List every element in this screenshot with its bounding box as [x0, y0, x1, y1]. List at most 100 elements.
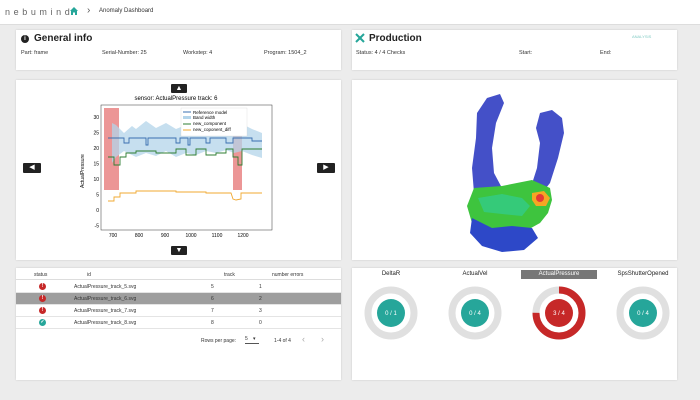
table-cell-errors: 1: [259, 284, 262, 290]
dropdown-arrow-icon: ▾: [253, 336, 256, 342]
table-row[interactable]: ! ActualPressure_track_7.svg 7 3: [16, 305, 341, 317]
y-tick-label: 5: [96, 193, 99, 199]
table-cell-errors: 3: [259, 308, 262, 314]
gauge-track: [448, 286, 502, 340]
gauge-label[interactable]: DeltaR: [381, 271, 401, 277]
new-component-diff-line: [108, 190, 262, 202]
y-tick-label: 10: [93, 177, 99, 183]
column-header[interactable]: id: [87, 272, 91, 278]
column-header[interactable]: number errors: [272, 272, 304, 278]
y-tick-label: 15: [93, 162, 99, 168]
x-tick-label: 1200: [237, 233, 248, 239]
gauge-center: [629, 299, 657, 327]
gauge-center: [377, 299, 405, 327]
column-header[interactable]: status: [34, 272, 48, 278]
gauge-value: 0 / 4: [469, 311, 481, 317]
gauge-label[interactable]: ActualPressure: [521, 270, 597, 279]
checks-card: DeltaR 0 / 1 ActualVel 0 / 4 ActualPressure 3…: [352, 268, 677, 380]
next-button[interactable]: ▶: [317, 163, 335, 173]
pressure-chart: sensor: ActualPressure track: 6 Referenc…: [80, 96, 273, 239]
check-gauge[interactable]: 0 / 1: [361, 283, 421, 343]
x-tick-label: 900: [161, 233, 170, 239]
error-icon: !: [39, 295, 46, 302]
production-card: Production ANALYSIS Status: 4 / 4 Checks…: [352, 30, 677, 70]
y-axis-label: ActualPressure: [80, 154, 86, 188]
gauge-fill: [532, 286, 586, 340]
production-icon: [355, 33, 365, 43]
table-cell-track: 7: [211, 308, 214, 314]
legend-label: new_coponent_diff: [193, 127, 231, 132]
base-highlight: [478, 194, 530, 216]
x-tick-label: 1000: [185, 233, 196, 239]
table-cell-track: 5: [211, 284, 214, 290]
table-cell-id: ActualPressure_track_5.svg: [74, 284, 137, 290]
plot-frame: [100, 104, 273, 231]
check-gauge[interactable]: 3 / 4: [529, 283, 589, 343]
chevron-right-icon: ›: [87, 5, 91, 16]
new-component-line: [108, 148, 262, 166]
general-info-card: i General info Part: frame Serial-Number…: [16, 30, 341, 70]
table-cell-id: ActualPressure_track_7.svg: [74, 308, 137, 314]
y-tick-label: -5: [95, 224, 100, 230]
app-logo: nebumind: [5, 7, 74, 17]
table-cell-id: ActualPressure_track_6.svg: [74, 296, 137, 302]
top-bar: nebumind › Anomaly Dashboard: [0, 0, 700, 25]
table-cell-errors: 2: [259, 296, 262, 302]
card-title: General info: [34, 33, 93, 44]
x-tick-label: 1100: [212, 233, 223, 239]
base-lower: [470, 218, 538, 252]
table-cell-errors: 0: [259, 320, 262, 326]
y-tick-label: 30: [93, 115, 99, 121]
gauge-track: [616, 286, 670, 340]
chevron-right-icon[interactable]: ›: [321, 334, 324, 344]
column-header[interactable]: track: [224, 272, 235, 278]
check-gauge[interactable]: 0 / 4: [445, 283, 505, 343]
y-tick-label: 20: [93, 146, 99, 152]
check-gauge[interactable]: 0 / 4: [613, 283, 673, 343]
rows-per-page-label: Rows per page:: [201, 338, 237, 344]
error-icon: !: [39, 307, 46, 314]
x-ticks: 700 800 900 1000 1100 1200: [109, 233, 249, 239]
table-row[interactable]: ! ActualPressure_track_5.svg 5 1: [16, 281, 341, 293]
table-cell-track: 8: [211, 320, 214, 326]
y-ticks: 30 25 20 15 10 5 0 -5: [93, 115, 99, 230]
start-label: Start:: [519, 50, 533, 56]
errors-table-card: status id track number errors! ActualPressur…: [16, 268, 341, 380]
chevron-left-icon[interactable]: ‹: [302, 334, 305, 344]
table-row[interactable]: ✓ ActualPressure_track_8.svg 8 0: [16, 317, 341, 329]
previous-button[interactable]: ◀: [23, 163, 41, 173]
y-tick-label: 25: [93, 131, 99, 137]
reference-model-line: [108, 137, 262, 146]
gauge-value: 3 / 4: [553, 311, 565, 317]
x-tick-label: 700: [109, 233, 118, 239]
serial-label: Serial-Number: 25: [102, 50, 147, 56]
table-cell-track: 6: [211, 296, 214, 302]
chart-card: ▲ ◀ ▶ ▼ sensor: ActualPressure track: 6 …: [16, 80, 341, 260]
chart-legend: Reference model Band width new_component…: [180, 107, 248, 137]
right-arm: [530, 110, 564, 198]
legend-label: Band width: [193, 115, 216, 120]
breadcrumb[interactable]: Anomaly Dashboard: [99, 8, 154, 14]
chart-title: sensor: ActualPressure track: 6: [134, 96, 218, 102]
rows-per-page-select[interactable]: 5 ▾: [245, 336, 259, 344]
card-title: Production: [369, 33, 422, 44]
gauge-value: 0 / 1: [385, 311, 397, 317]
error-icon: !: [39, 283, 46, 290]
legend-label: Reference model: [193, 110, 227, 115]
x-tick-label: 800: [135, 233, 144, 239]
table-cell-id: ActualPressure_track_8.svg: [74, 320, 137, 326]
part-3d-model[interactable]: [432, 88, 592, 253]
gauge-label[interactable]: ActualVel: [462, 271, 488, 277]
scroll-down-button[interactable]: ▼: [171, 246, 187, 255]
end-label: End:: [600, 50, 612, 56]
gauge-label[interactable]: SpsShutterOpened: [617, 271, 669, 277]
workstep-label: Workstep: 4: [183, 50, 213, 56]
program-label: Program: 1504_2: [264, 50, 307, 56]
home-icon[interactable]: [69, 6, 79, 16]
part-label: Part: frame: [21, 50, 49, 56]
gauge-value: 0 / 4: [637, 311, 649, 317]
scroll-up-button[interactable]: ▲: [171, 84, 187, 93]
left-arm: [472, 94, 504, 198]
anomaly-center: [536, 194, 544, 202]
table-row[interactable]: ! ActualPressure_track_6.svg 6 2: [16, 293, 341, 305]
